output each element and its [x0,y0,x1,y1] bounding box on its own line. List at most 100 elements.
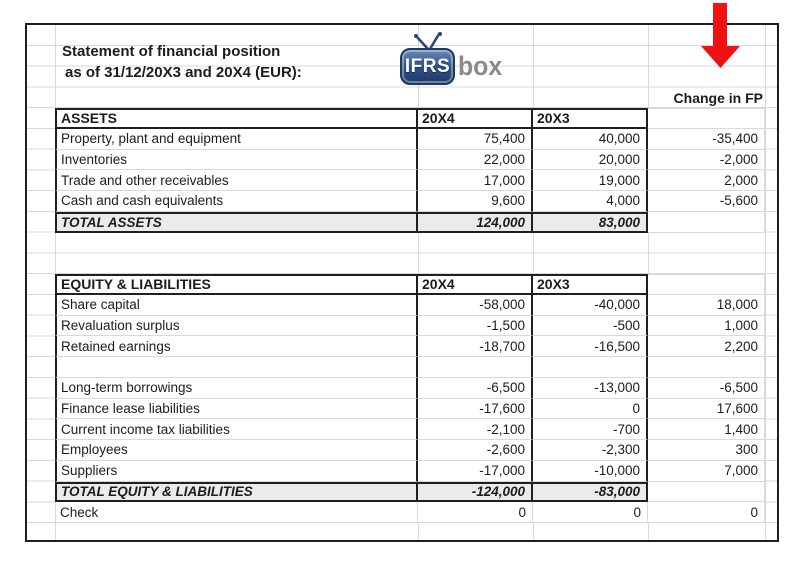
gridline-vertical [765,25,766,540]
value-change: 1,000 [648,315,765,337]
row-label: Trade and other receivables [55,170,418,191]
value-20x3: -40,000 [533,294,648,316]
value-change: -2,000 [648,149,765,171]
value-change: 18,000 [648,294,765,316]
logo-box-text: box [458,51,503,81]
value-20x4: -58,000 [418,294,533,316]
row-label: Current income tax liabilities [55,419,418,440]
value-change: -5,600 [648,191,765,212]
total-change [648,211,765,233]
value-20x4: -17,000 [418,460,533,482]
assets-table: ASSETS 20X4 20X3 Property, plant and equ… [55,108,765,233]
value-20x3: -700 [533,419,648,440]
value-change: 300 [648,440,765,461]
equity-col-header-20x4: 20X4 [418,274,533,295]
row-label: Cash and cash equivalents [55,191,418,212]
assets-header-row: ASSETS 20X4 20X3 [55,108,765,129]
change-in-fp-header: Change in FP [673,89,763,106]
value-20x4 [418,357,533,378]
total-20x3: -83,000 [533,481,648,503]
check-row: Check 0 0 0 [55,502,765,523]
title-line-1: Statement of financial position [62,43,281,60]
value-change: -6,500 [648,377,765,399]
table-row-inventories: Inventories 22,000 20,000 -2,000 [55,149,765,171]
value-20x4: 9,600 [418,191,533,212]
value-20x4: -17,600 [418,398,533,420]
value-20x3: -13,000 [533,377,648,399]
ifrsbox-logo: IFRS box [398,32,538,94]
check-change: 0 [648,502,765,523]
title-line-2: as of 31/12/20X3 and 20X4 (EUR): [65,63,302,81]
row-label: Property, plant and equipment [55,128,418,150]
value-20x3: -2,300 [533,440,648,461]
total-20x4: 124,000 [418,211,533,233]
table-row-blank [55,357,765,378]
table-row-finance-lease: Finance lease liabilities -17,600 0 17,6… [55,398,765,420]
equity-liabilities-table: EQUITY & LIABILITIES 20X4 20X3 Share cap… [55,274,765,523]
check-20x3: 0 [533,502,648,523]
value-change: -35,400 [648,128,765,150]
total-change [648,481,765,503]
total-20x4: -124,000 [418,481,533,503]
value-20x3 [533,357,648,378]
value-change [648,357,765,378]
row-label: Retained earnings [55,336,418,357]
check-20x4: 0 [418,502,533,523]
row-label: Inventories [55,149,418,171]
value-change: 17,600 [648,398,765,420]
tv-antenna-icon [414,32,442,50]
value-20x3: -16,500 [533,336,648,357]
table-row-employees: Employees -2,600 -2,300 300 [55,440,765,461]
equity-section-header: EQUITY & LIABILITIES [55,274,418,295]
row-label: Share capital [55,294,418,316]
value-change: 2,200 [648,336,765,357]
total-20x3: 83,000 [533,211,648,233]
value-20x3: -10,000 [533,460,648,482]
equity-col-header-20x3: 20X3 [533,274,648,295]
table-row-receivables: Trade and other receivables 17,000 19,00… [55,170,765,191]
value-20x4: 22,000 [418,149,533,171]
table-row-cash: Cash and cash equivalents 9,600 4,000 -5… [55,191,765,212]
table-row-share-capital: Share capital -58,000 -40,000 18,000 [55,294,765,316]
table-row-income-tax: Current income tax liabilities -2,100 -7… [55,419,765,440]
row-label: Finance lease liabilities [55,398,418,420]
value-20x3: 4,000 [533,191,648,212]
total-assets-row: TOTAL ASSETS 124,000 83,000 [55,211,765,233]
assets-header-change-cell [648,108,765,129]
assets-col-header-20x4: 20X4 [418,108,533,129]
total-equity-liabilities-row: TOTAL EQUITY & LIABILITIES -124,000 -83,… [55,481,765,503]
total-label: TOTAL ASSETS [55,211,418,233]
value-change: 1,400 [648,419,765,440]
equity-header-change-cell [648,274,765,295]
table-row-suppliers: Suppliers -17,000 -10,000 7,000 [55,460,765,482]
value-20x4: 75,400 [418,128,533,150]
table-row-long-term-borrowings: Long-term borrowings -6,500 -13,000 -6,5… [55,377,765,399]
logo-ifrs-text: IFRS [404,55,451,77]
value-20x3: -500 [533,315,648,337]
sheet-title: Statement of financial position as of 31… [62,42,302,84]
value-20x4: 17,000 [418,170,533,191]
spreadsheet: Statement of financial position as of 31… [25,23,779,542]
value-change: 2,000 [648,170,765,191]
red-down-arrow-icon [701,3,740,68]
equity-header-row: EQUITY & LIABILITIES 20X4 20X3 [55,274,765,295]
row-label: Employees [55,440,418,461]
value-20x3: 19,000 [533,170,648,191]
value-20x3: 20,000 [533,149,648,171]
assets-col-header-20x3: 20X3 [533,108,648,129]
value-20x4: -6,500 [418,377,533,399]
row-label: Suppliers [55,460,418,482]
row-label: Revaluation surplus [55,315,418,337]
value-20x4: -18,700 [418,336,533,357]
value-change: 7,000 [648,460,765,482]
value-20x3: 0 [533,398,648,420]
check-label: Check [55,502,418,523]
total-label: TOTAL EQUITY & LIABILITIES [55,481,418,503]
row-label: Long-term borrowings [55,377,418,399]
value-20x3: 40,000 [533,128,648,150]
value-20x4: -1,500 [418,315,533,337]
value-20x4: -2,100 [418,419,533,440]
table-row-ppe: Property, plant and equipment 75,400 40,… [55,128,765,150]
value-20x4: -2,600 [418,440,533,461]
